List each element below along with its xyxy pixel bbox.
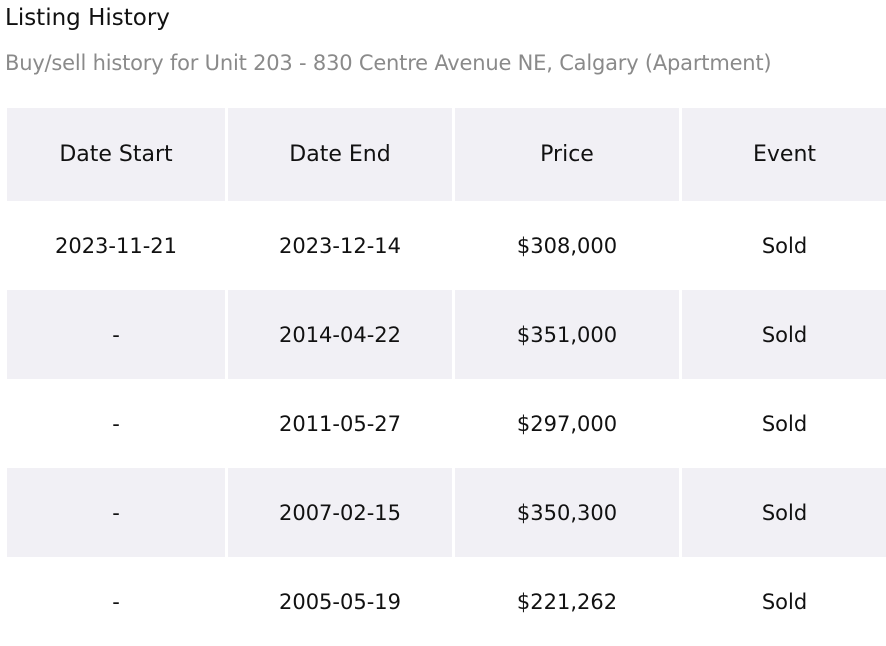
table-cell: 2007-02-15 [228, 468, 452, 557]
table-cell: Sold [682, 468, 886, 557]
table-cell: $350,300 [455, 468, 679, 557]
table-row: 2023-11-21 2023-12-14 $308,000 Sold [7, 201, 886, 290]
table-cell: - [112, 589, 120, 614]
table-row: - 2005-05-19 $221,262 Sold [7, 557, 886, 646]
column-header: Date Start [7, 108, 225, 201]
table-row: -2014-04-22 $351,000 Sold [7, 290, 886, 379]
section-subtitle: Buy/sell history for Unit 203 - 830 Cent… [5, 51, 772, 75]
column-header: Price [455, 108, 679, 201]
table-cell: $221,262 [516, 589, 618, 614]
table-body: 2023-11-21 2023-12-14 $308,000 Sold -2014-04… [7, 201, 886, 646]
table-cell: Sold [761, 233, 808, 258]
table-cell: Sold [761, 589, 808, 614]
column-header: Date End [228, 108, 452, 201]
column-header: Event [682, 108, 886, 201]
table-cell: $308,000 [516, 233, 618, 258]
table-cell: 2023-12-14 [278, 233, 402, 258]
header-row: Date Start Date End Price Event [7, 108, 886, 201]
table-cell: $297,000 [516, 411, 618, 436]
table-cell: Sold [761, 411, 808, 436]
table-cell: - [7, 468, 225, 557]
table-cell: Sold [682, 290, 886, 379]
table-cell: - [112, 411, 120, 436]
table-cell: - [7, 290, 225, 379]
section-title: Listing History [5, 5, 170, 31]
page: Listing History Buy/sell history for Uni… [5, 5, 886, 614]
table-head: Date Start Date End Price Event [7, 108, 886, 201]
table-row: -2007-02-15 $350,300 Sold [7, 468, 886, 557]
table-row: - 2011-05-27 $297,000 Sold [7, 379, 886, 468]
table-cell: 2011-05-27 [278, 411, 402, 436]
listing-history-table: Date Start Date End Price Event 2023-11-21 2… [4, 108, 886, 646]
table-cell: $351,000 [455, 290, 679, 379]
table-cell: 2005-05-19 [278, 589, 402, 614]
table-cell: 2014-04-22 [228, 290, 452, 379]
table-cell: 2023-11-21 [54, 233, 178, 258]
